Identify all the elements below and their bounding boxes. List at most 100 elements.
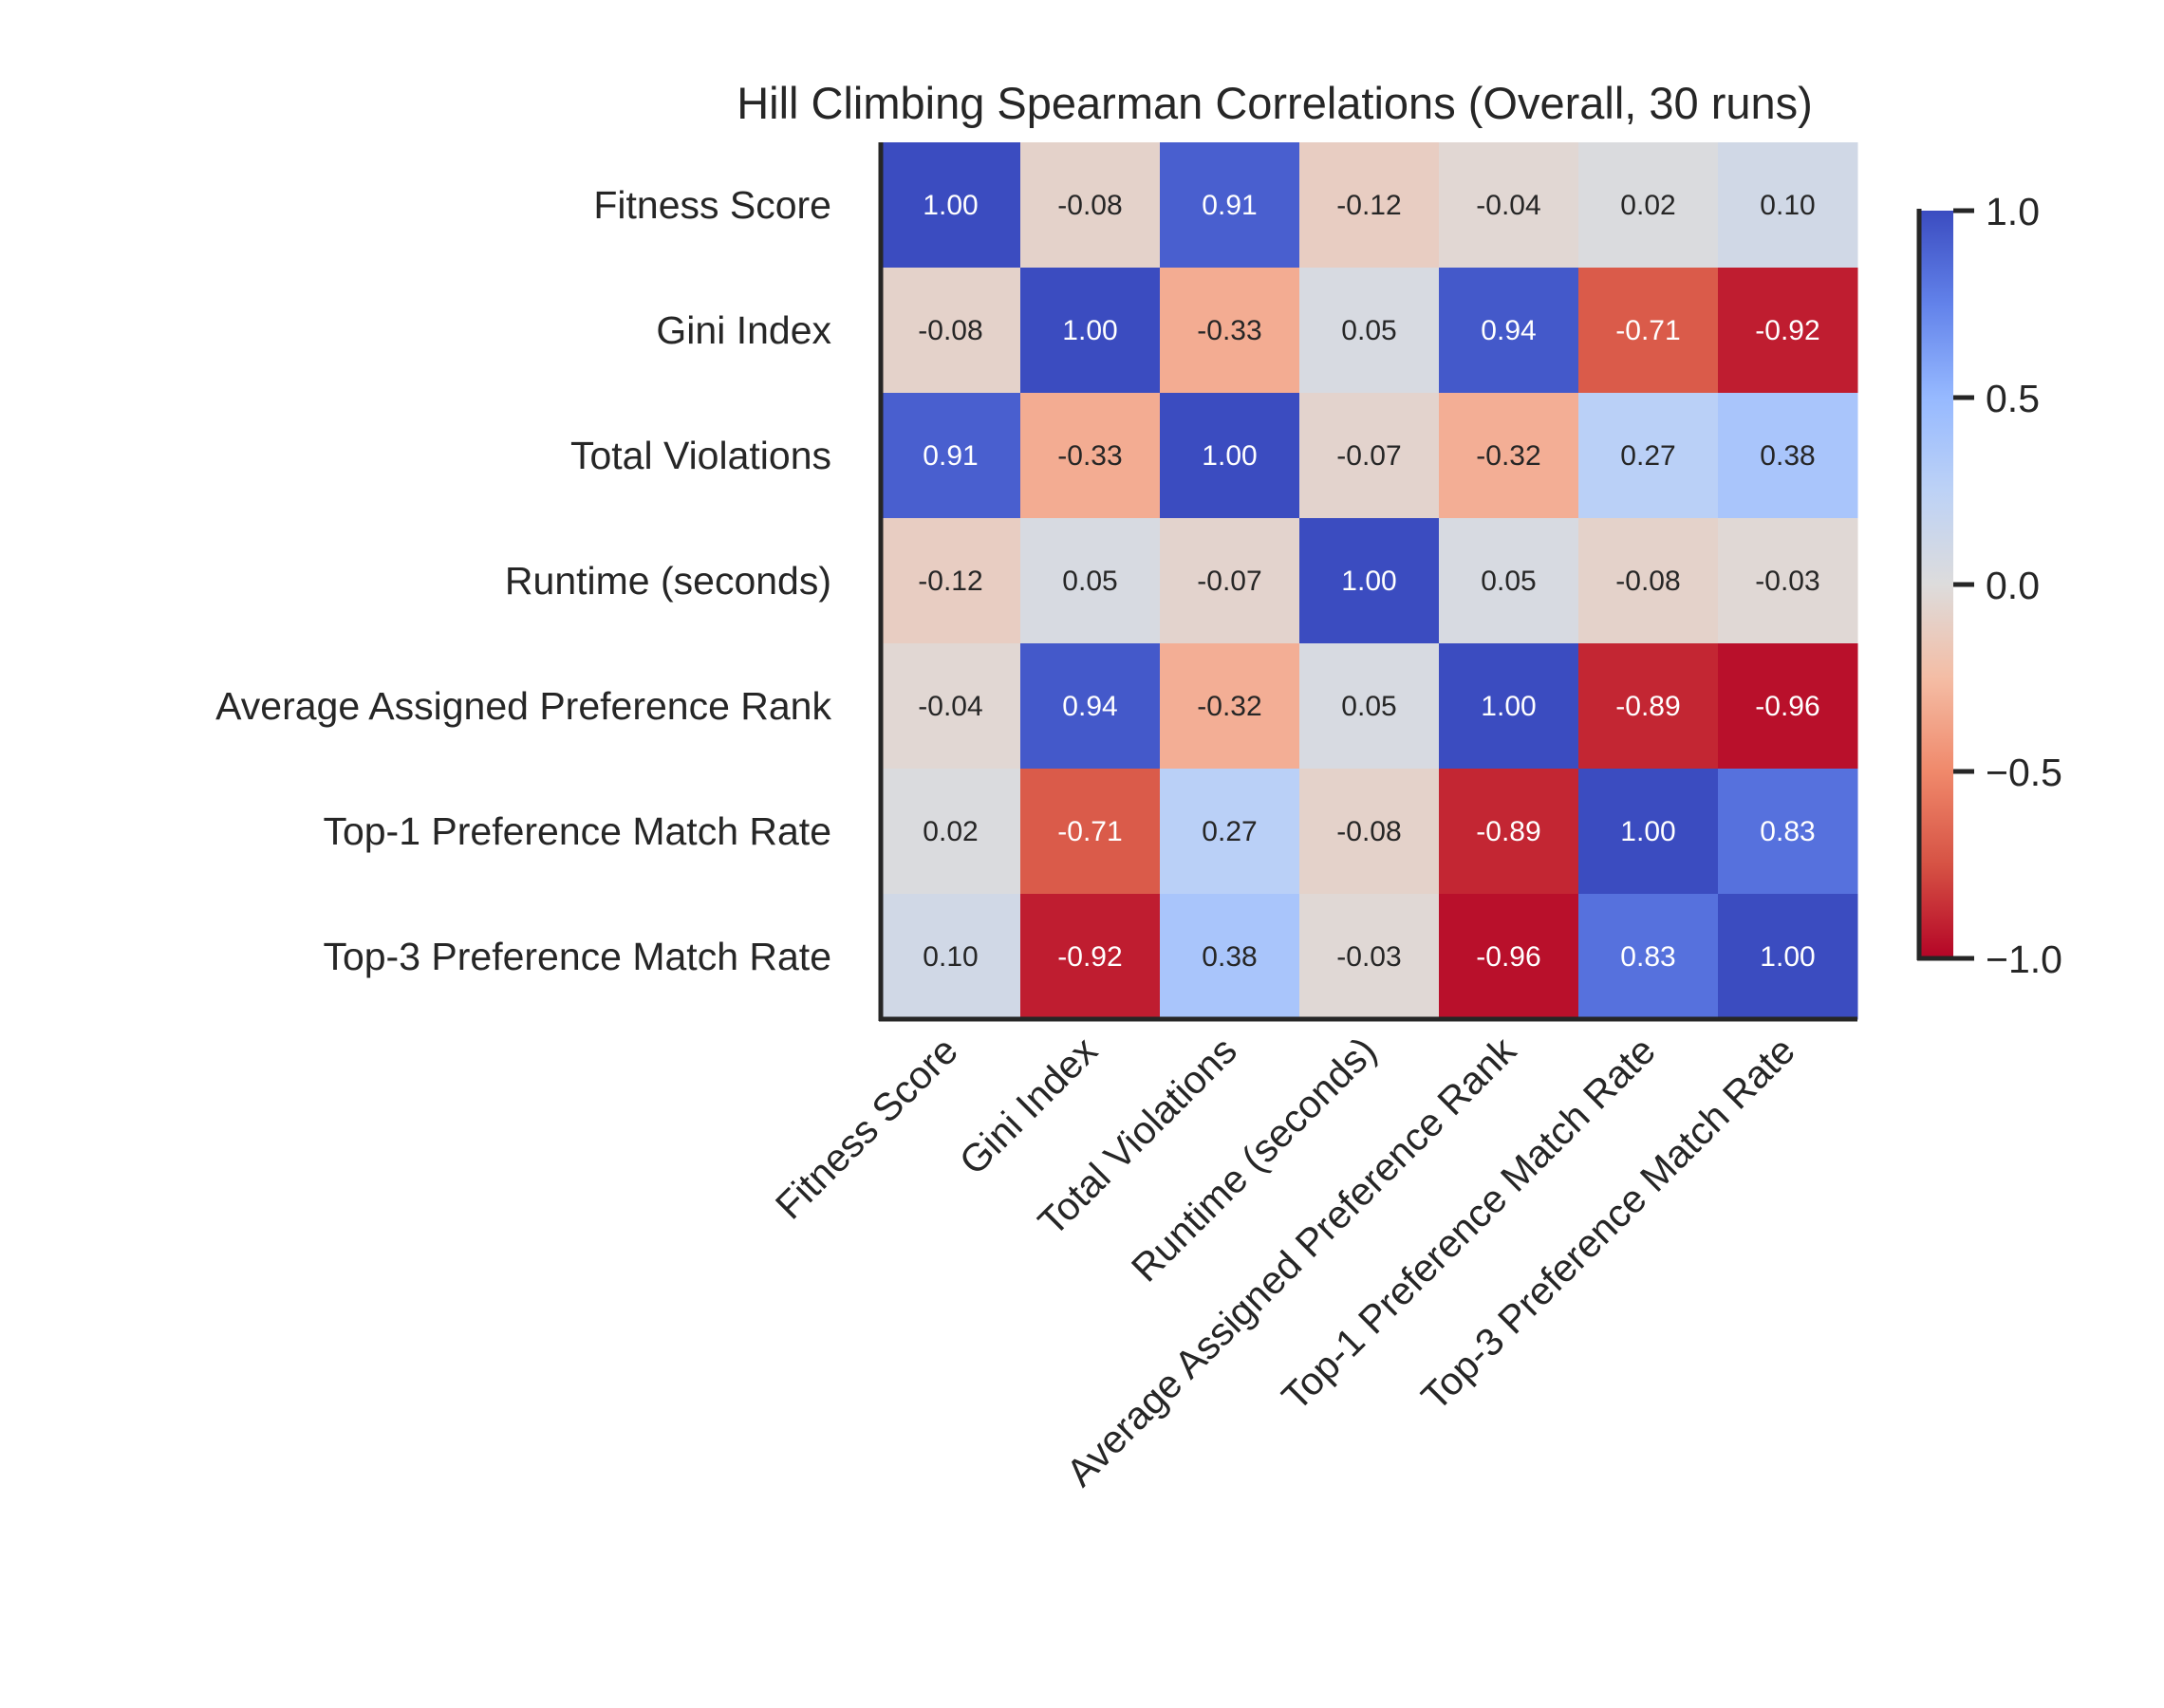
chart-title: Hill Climbing Spearman Correlations (Ove… bbox=[737, 78, 1813, 128]
heatmap-cell bbox=[1160, 769, 1300, 895]
heatmap-cell bbox=[1299, 268, 1440, 394]
heatmap-cell bbox=[1718, 518, 1858, 644]
heatmap-cell bbox=[1718, 393, 1858, 519]
heatmap-cell bbox=[1578, 142, 1719, 269]
heatmap-cell bbox=[1439, 142, 1579, 269]
cell-value-label: 0.05 bbox=[1062, 566, 1117, 597]
cell-value-label: -0.12 bbox=[1336, 190, 1401, 221]
colorbar-tick-label: 0.0 bbox=[1986, 564, 2040, 607]
cell-value-label: 0.05 bbox=[1341, 691, 1396, 722]
cell-value-label: -0.92 bbox=[1755, 315, 1819, 346]
heatmap-cell bbox=[1160, 393, 1300, 519]
y-tick-label: Gini Index bbox=[656, 308, 831, 352]
heatmap-cell bbox=[1160, 142, 1300, 269]
heatmap-cell bbox=[1299, 894, 1440, 1020]
cell-value-label: 1.00 bbox=[1760, 941, 1815, 973]
heatmap-cell bbox=[1299, 518, 1440, 644]
cell-value-label: 0.38 bbox=[1202, 941, 1257, 973]
cell-value-label: -0.96 bbox=[1476, 941, 1540, 973]
heatmap-cell bbox=[881, 769, 1021, 895]
heatmap-cell bbox=[1299, 643, 1440, 770]
cell-value-label: -0.07 bbox=[1197, 566, 1261, 597]
heatmap-cell bbox=[1718, 643, 1858, 770]
heatmap-cell bbox=[1578, 769, 1719, 895]
cell-value-label: -0.89 bbox=[1476, 816, 1540, 847]
cell-value-label: -0.92 bbox=[1057, 941, 1122, 973]
colorbar-tick-label: −1.0 bbox=[1986, 938, 2062, 981]
cell-value-label: -0.89 bbox=[1615, 691, 1680, 722]
y-tick-label: Runtime (seconds) bbox=[505, 559, 831, 603]
heatmap-cell bbox=[1718, 142, 1858, 269]
cell-value-label: -0.08 bbox=[1336, 816, 1401, 847]
heatmap-cell bbox=[1578, 393, 1719, 519]
cell-value-label: -0.12 bbox=[918, 566, 982, 597]
cell-value-label: -0.96 bbox=[1755, 691, 1819, 722]
heatmap-cell bbox=[1718, 894, 1858, 1020]
cell-value-label: 0.83 bbox=[1620, 941, 1675, 973]
cell-value-label: 0.27 bbox=[1202, 816, 1257, 847]
x-tick-label: Fitness Score bbox=[767, 1029, 966, 1228]
x-tick-label: Runtime (seconds) bbox=[1123, 1029, 1385, 1290]
cell-value-label: 0.83 bbox=[1760, 816, 1815, 847]
heatmap-cells bbox=[881, 142, 1858, 1020]
heatmap-cell bbox=[1718, 268, 1858, 394]
heatmap-cell bbox=[1578, 268, 1719, 394]
colorbar-tick-label: 1.0 bbox=[1986, 190, 2040, 233]
cell-value-label: -0.32 bbox=[1476, 440, 1540, 472]
heatmap-cell bbox=[1299, 769, 1440, 895]
colorbar: 1.0 0.5 0.0 −0.5 −1.0 bbox=[1916, 190, 2062, 981]
cell-value-label: 1.00 bbox=[1062, 315, 1117, 346]
cell-value-label: 0.91 bbox=[1202, 190, 1257, 221]
cell-value-label: 1.00 bbox=[923, 190, 978, 221]
colorbar-tick-label: 0.5 bbox=[1986, 377, 2040, 420]
heatmap-cell bbox=[1439, 393, 1579, 519]
heatmap-cell bbox=[1439, 894, 1579, 1020]
cell-value-label: -0.08 bbox=[1615, 566, 1680, 597]
y-tick-label: Fitness Score bbox=[593, 183, 831, 227]
cell-value-label: -0.71 bbox=[1057, 816, 1122, 847]
heatmap-cell bbox=[1020, 518, 1161, 644]
cell-value-label: 1.00 bbox=[1620, 816, 1675, 847]
cell-value-label: -0.04 bbox=[1476, 190, 1540, 221]
y-tick-label: Average Assigned Preference Rank bbox=[215, 684, 831, 728]
heatmap-cell bbox=[1160, 518, 1300, 644]
heatmap-cell bbox=[1439, 518, 1579, 644]
heatmap-cell bbox=[1578, 894, 1719, 1020]
heatmap-cell bbox=[881, 894, 1021, 1020]
cell-value-label: -0.33 bbox=[1197, 315, 1261, 346]
heatmap-cell bbox=[881, 643, 1021, 770]
cell-value-label: 0.94 bbox=[1062, 691, 1117, 722]
heatmap-cell bbox=[1160, 643, 1300, 770]
cell-value-label: 1.00 bbox=[1341, 566, 1396, 597]
heatmap-cell bbox=[1718, 769, 1858, 895]
heatmap-cell bbox=[1299, 393, 1440, 519]
cell-value-label: -0.03 bbox=[1755, 566, 1819, 597]
heatmap-cell bbox=[1020, 142, 1161, 269]
heatmap-cell bbox=[1439, 643, 1579, 770]
heatmap-cell bbox=[881, 142, 1021, 269]
y-tick-label: Top-3 Preference Match Rate bbox=[323, 935, 831, 978]
heatmap-cell bbox=[1578, 643, 1719, 770]
heatmap-axes bbox=[878, 142, 1857, 1022]
heatmap-cell-labels: 1.00 -0.08 0.91 -0.12 -0.04 0.02 0.10 -0.08 1.00… bbox=[918, 190, 1819, 973]
heatmap-cell bbox=[1020, 643, 1161, 770]
heatmap-cell bbox=[881, 393, 1021, 519]
cell-value-label: 0.94 bbox=[1481, 315, 1536, 346]
heatmap-cell bbox=[1299, 142, 1440, 269]
colorbar-tick-label: −0.5 bbox=[1986, 751, 2062, 794]
heatmap-cell bbox=[1439, 769, 1579, 895]
heatmap-cell bbox=[1160, 268, 1300, 394]
heatmap-cell bbox=[881, 518, 1021, 644]
cell-value-label: -0.04 bbox=[918, 691, 982, 722]
cell-value-label: 0.10 bbox=[1760, 190, 1815, 221]
cell-value-label: -0.71 bbox=[1615, 315, 1680, 346]
heatmap-cell bbox=[881, 268, 1021, 394]
cell-value-label: 1.00 bbox=[1481, 691, 1536, 722]
heatmap-cell bbox=[1020, 393, 1161, 519]
cell-value-label: -0.33 bbox=[1057, 440, 1122, 472]
cell-value-label: -0.08 bbox=[1057, 190, 1122, 221]
heatmap-cell bbox=[1578, 518, 1719, 644]
cell-value-label: 0.02 bbox=[1620, 190, 1675, 221]
